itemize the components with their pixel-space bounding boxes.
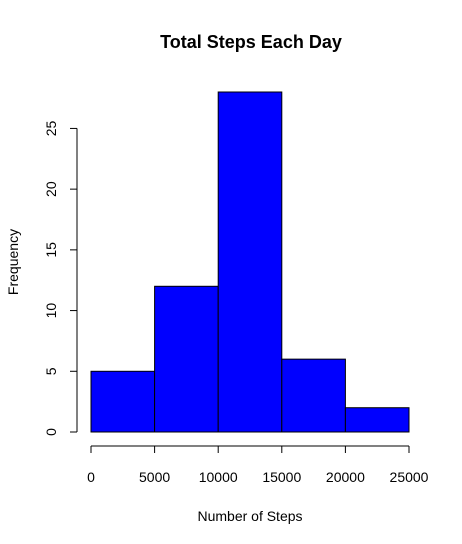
x-tick-label-0: 0 [87,469,95,485]
y-tick-label-4: 20 [43,181,59,197]
y-axis: 0 5 10 15 20 25 [43,120,77,435]
x-tick-label-2: 10000 [199,469,238,485]
y-tick-label-5: 25 [43,120,59,136]
y-tick-label-2: 10 [43,303,59,319]
y-tick-label-0: 0 [43,428,59,436]
x-tick-label-4: 20000 [326,469,365,485]
x-axis: 0 5000 10000 15000 20000 25000 [87,446,429,485]
x-tick-label-5: 25000 [390,469,429,485]
histogram-bar-2 [218,92,282,432]
x-axis-label: Number of Steps [197,508,302,524]
x-tick-label-3: 15000 [262,469,301,485]
histogram-bar-4 [345,408,409,432]
y-axis-label: Frequency [5,229,21,295]
histogram-bar-3 [282,359,346,432]
x-tick-label-1: 5000 [139,469,170,485]
bars-group [91,92,409,432]
y-tick-label-3: 15 [43,242,59,258]
chart-title: Total Steps Each Day [160,32,342,52]
y-tick-label-1: 5 [43,367,59,375]
histogram-bar-1 [155,286,219,432]
histogram-bar-0 [91,371,155,432]
